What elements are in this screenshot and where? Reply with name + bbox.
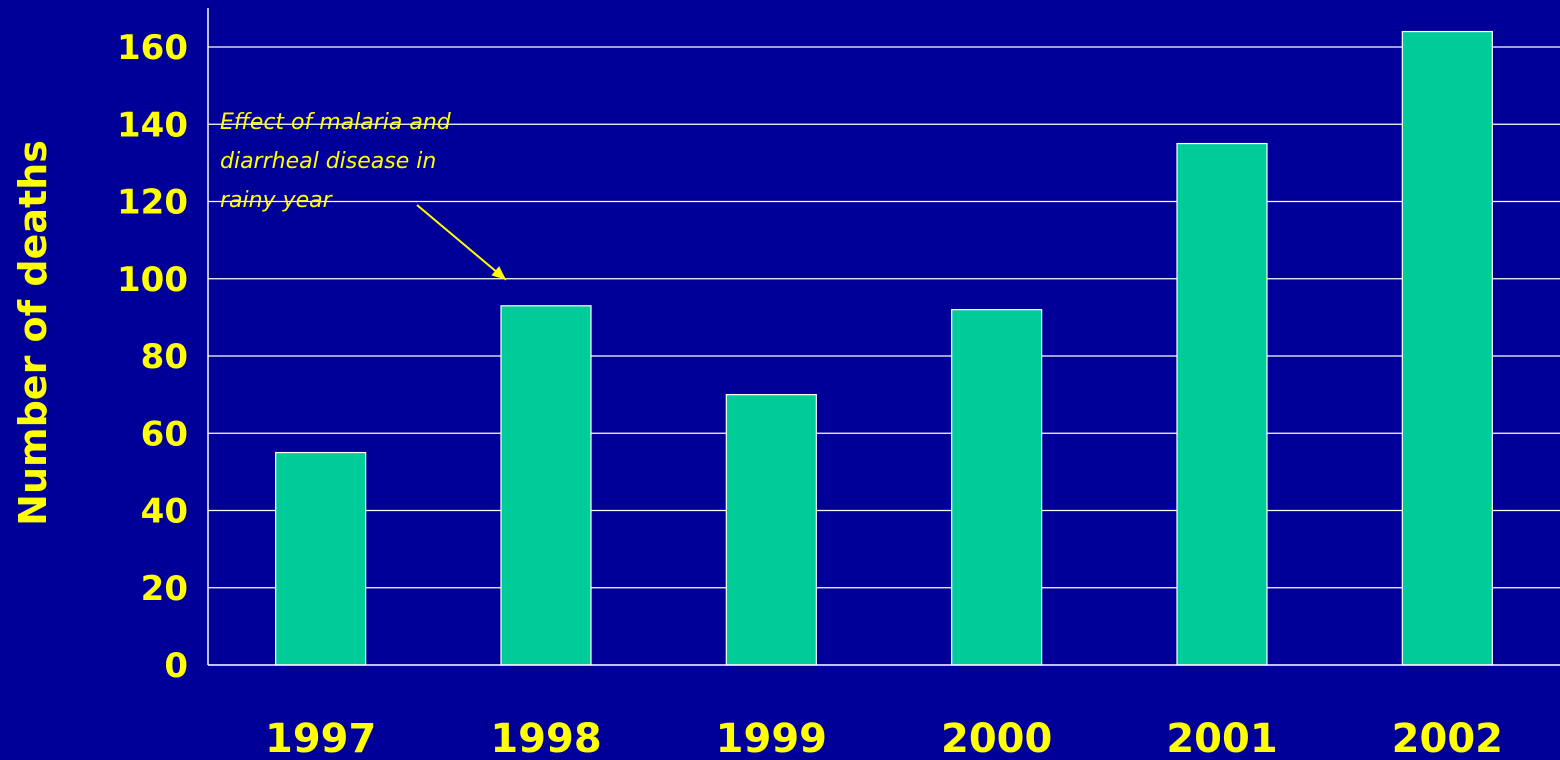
y-axis-title: Number of deaths: [11, 140, 55, 526]
y-tick-labels: 0 20 40 60 80 100 120 140 160: [117, 28, 188, 686]
bar-1999: [725, 394, 817, 666]
grid-layer: [208, 46, 1560, 589]
axis-layer: [207, 8, 1560, 666]
y-tick-label: 140: [117, 105, 188, 145]
bar-2002: [1401, 30, 1493, 666]
x-tick-label: 1997: [265, 716, 376, 760]
x-tick-label: 2001: [1166, 716, 1277, 760]
bar-layer: [275, 30, 1493, 666]
x-tick-label: 2002: [1392, 716, 1503, 760]
y-tick-label: 60: [141, 414, 188, 454]
annotation-line-2: diarrheal disease in: [220, 149, 436, 174]
x-tick-labels: 1997 1998 1999 2000 2001 2002: [265, 716, 1503, 760]
x-tick-label: 1999: [716, 716, 827, 760]
y-tick-label: 40: [141, 492, 188, 532]
annotation-line-1: Effect of malaria and: [220, 110, 452, 135]
y-tick-label: 160: [117, 28, 188, 68]
bar-1998: [500, 305, 592, 666]
bar-2001: [1176, 142, 1268, 666]
y-tick-label: 120: [117, 183, 188, 223]
y-tick-label: 0: [164, 646, 188, 686]
y-tick-label: 20: [141, 569, 188, 609]
bar-2000: [951, 309, 1043, 666]
annotation-arrowhead: [491, 266, 506, 280]
annotation-arrow: [416, 204, 507, 281]
y-tick-label: 80: [141, 337, 188, 377]
bar-1997: [275, 451, 367, 666]
y-tick-label: 100: [117, 260, 188, 300]
x-tick-label: 1998: [490, 716, 601, 760]
x-tick-label: 2000: [941, 716, 1052, 760]
annotation-line-3: rainy year: [220, 188, 334, 213]
annotation: Effect of malaria and diarrheal disease …: [220, 110, 507, 281]
